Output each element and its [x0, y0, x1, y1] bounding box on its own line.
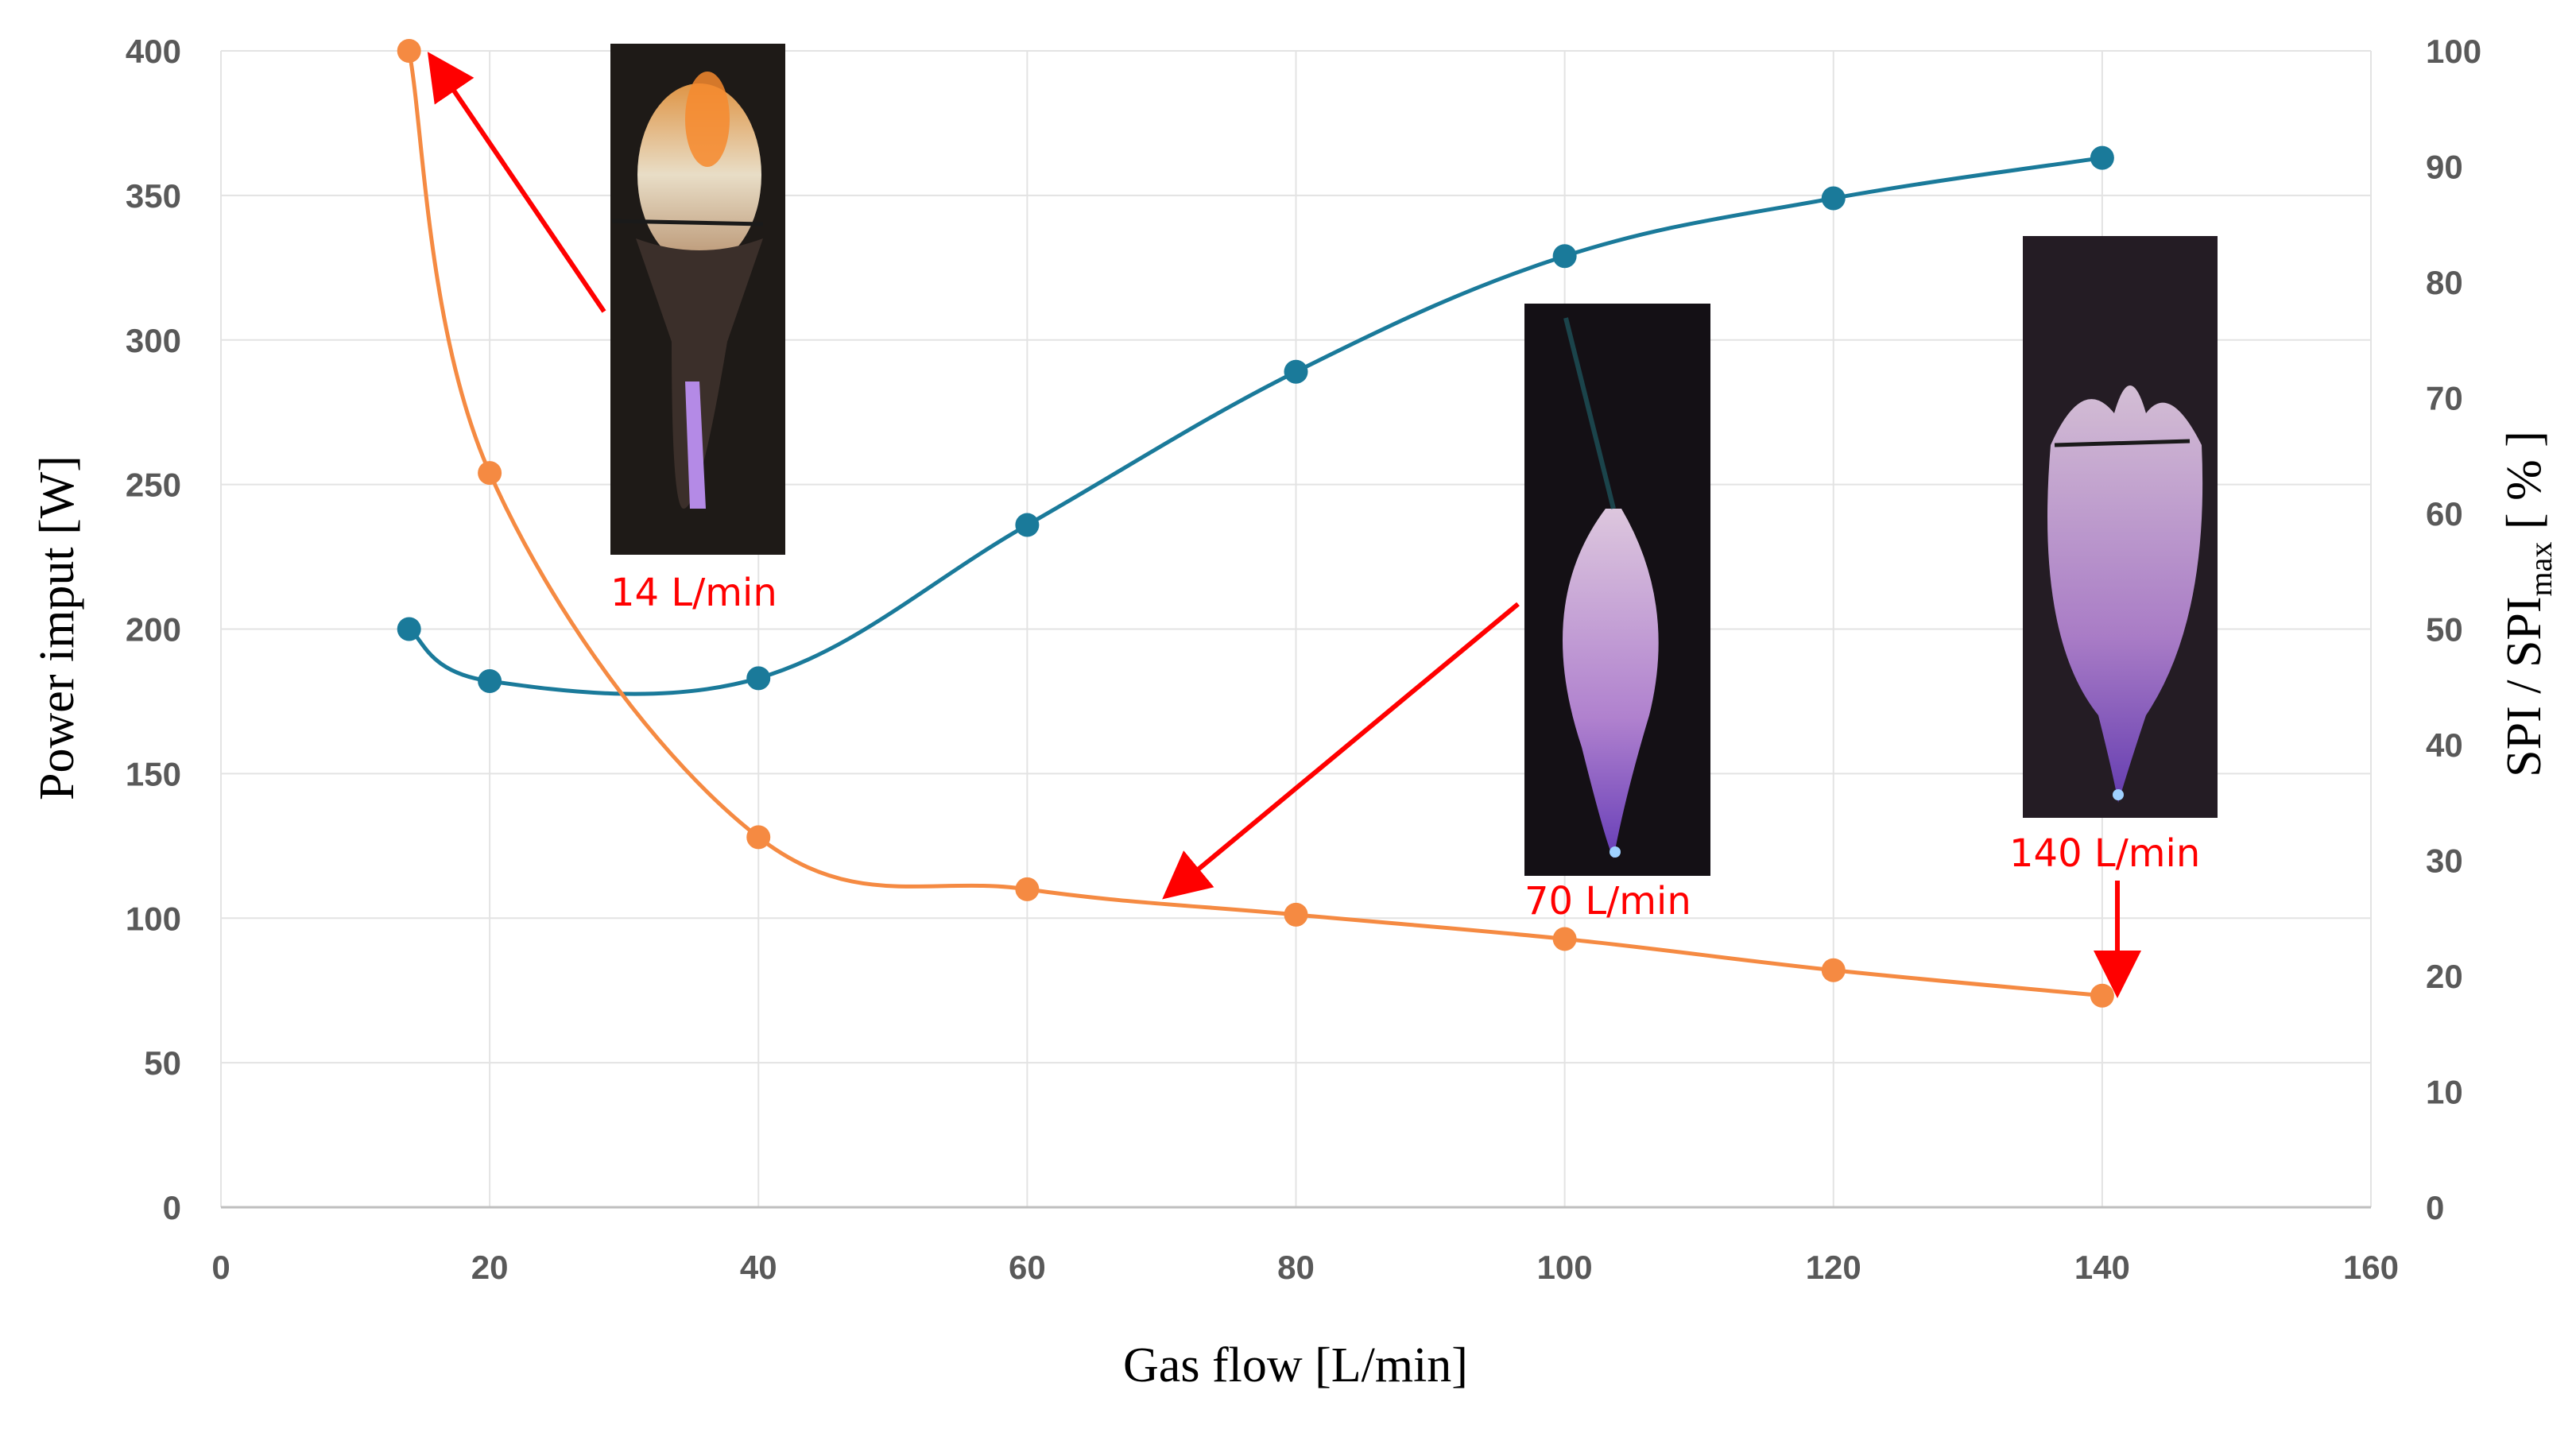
label-140-lmin: 140 L/min	[2009, 831, 2200, 876]
series-1-point-4	[1284, 902, 1308, 927]
series-0-point-3	[1015, 513, 1040, 537]
y-tick-7: 350	[126, 177, 181, 215]
y-tick-2: 100	[126, 900, 181, 937]
y2-tick-2: 20	[2426, 958, 2463, 995]
series-1-point-2	[746, 825, 771, 850]
series-0-line	[408, 156, 2103, 696]
y-tick-1: 50	[144, 1044, 181, 1082]
y-tick-3: 150	[126, 755, 181, 792]
series-1-point-5	[1552, 927, 1577, 951]
y2-tick-1: 10	[2426, 1074, 2463, 1111]
series-0-point-0	[397, 617, 421, 641]
series-0-point-4	[1284, 359, 1308, 384]
x-tick-8: 160	[2343, 1249, 2399, 1286]
y2-tick-6: 60	[2426, 495, 2463, 532]
y2-tick-labels: 0 10 20 30 40 50 60 70 80 90 100	[2426, 33, 2481, 1226]
y2-axis-title-main: SPI / SPI	[2497, 596, 2551, 776]
series-1-point-3	[1015, 877, 1040, 901]
x-tick-2: 40	[740, 1249, 777, 1286]
series-0-point-7	[2090, 145, 2114, 170]
series-0-point-6	[1821, 186, 1846, 211]
y2-tick-4: 40	[2426, 726, 2463, 764]
label-70-lmin: 70 L/min	[1524, 879, 1691, 924]
y2-tick-7: 70	[2426, 380, 2463, 417]
arrow-70-lmin	[1162, 602, 1520, 900]
series-1-point-7	[2090, 983, 2114, 1008]
x-tick-6: 120	[1806, 1249, 1861, 1286]
y2-tick-3: 30	[2426, 842, 2463, 880]
series-1-point-1	[478, 461, 502, 486]
x-tick-labels: 0 20 40 60 80 100 120 140 160	[211, 1249, 2399, 1286]
y2-tick-9: 90	[2426, 149, 2463, 186]
series-0-point-5	[1552, 244, 1577, 269]
arrow-14-lmin	[427, 52, 606, 313]
series-1-point-0	[397, 39, 421, 63]
x-tick-4: 80	[1277, 1249, 1315, 1286]
y2-tick-0: 0	[2426, 1189, 2444, 1226]
photo-inset-14	[610, 44, 785, 555]
y-axis-title: Power imput [W]	[30, 455, 84, 800]
photo-inset-140	[2023, 236, 2218, 818]
x-tick-0: 0	[211, 1249, 230, 1286]
y2-tick-8: 80	[2426, 264, 2463, 301]
y-tick-labels: 0 50 100 150 200 250 300 350 400	[126, 33, 181, 1226]
y2-tick-5: 50	[2426, 611, 2463, 649]
y-tick-6: 300	[126, 322, 181, 359]
y2-axis-title-tail: [ % ]	[2497, 431, 2551, 541]
series-0-point-1	[478, 668, 502, 693]
y-tick-8: 400	[126, 33, 181, 70]
x-tick-7: 140	[2074, 1249, 2130, 1286]
y-tick-5: 250	[126, 467, 181, 504]
series-0-point-2	[746, 666, 771, 691]
y-tick-0: 0	[163, 1189, 181, 1226]
y-tick-4: 200	[126, 611, 181, 649]
x-tick-1: 20	[471, 1249, 509, 1286]
x-axis-title: Gas flow [L/min]	[1123, 1338, 1468, 1392]
x-tick-5: 100	[1537, 1249, 1593, 1286]
series-1-point-6	[1821, 958, 1846, 982]
y2-axis-title-sub: max	[2523, 542, 2559, 597]
gridlines	[220, 50, 2372, 1208]
y2-tick-10: 100	[2426, 33, 2481, 70]
photo-inset-70	[1524, 304, 1710, 876]
y2-axis-title: SPI / SPImax [ % ]	[2497, 431, 2559, 777]
x-tick-3: 60	[1009, 1249, 1046, 1286]
label-14-lmin: 14 L/min	[610, 571, 777, 615]
